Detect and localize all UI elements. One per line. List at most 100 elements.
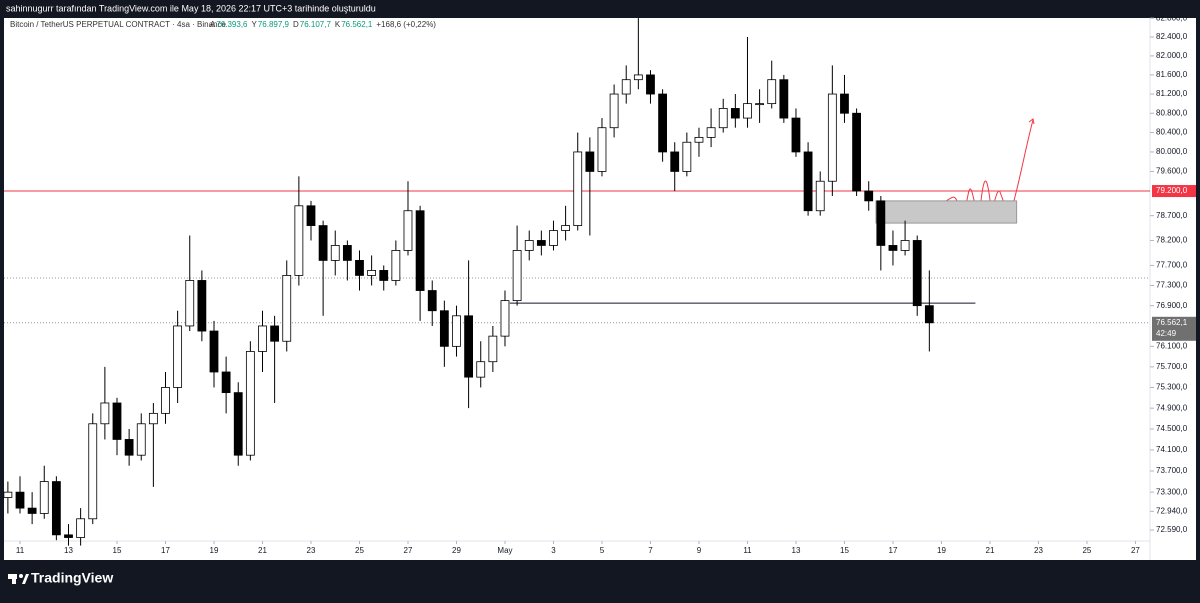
x-tick-label: 21 (258, 546, 267, 555)
y-tick-label: 81.600,0 (1156, 70, 1188, 79)
ohlc-value: 76.562,1 (341, 20, 373, 29)
x-tick-label: 7 (648, 546, 653, 555)
y-tick-label: 75.300,0 (1156, 383, 1188, 392)
candle-body (148, 412, 158, 425)
candle-body (755, 103, 764, 106)
candle-body (524, 240, 534, 251)
candle-body (852, 112, 861, 192)
candle-body (888, 245, 898, 251)
candle-body (51, 481, 61, 536)
x-tick-label: 25 (1082, 546, 1091, 555)
candle-body (209, 330, 219, 373)
candle-body (476, 361, 486, 378)
candle-body (306, 205, 316, 226)
x-tick-label: 19 (210, 546, 219, 555)
x-tick-label: 23 (1034, 546, 1043, 555)
y-tick-label: 77.700,0 (1156, 261, 1188, 270)
x-tick-label: 19 (937, 546, 946, 555)
candle-body (718, 108, 728, 129)
x-tick-label: 17 (161, 546, 170, 555)
candle-body (136, 423, 146, 456)
candle-body (864, 190, 874, 202)
candle-body (367, 270, 377, 276)
x-tick-label: 27 (404, 546, 413, 555)
candle-body (427, 290, 437, 312)
candle-body (912, 240, 922, 307)
candle-body (585, 151, 595, 172)
candle-body (827, 93, 837, 182)
header: sahinnugurr tarafından TradingView.com i… (6, 3, 376, 13)
resistance-tag (1152, 185, 1196, 198)
x-tick-label: 29 (452, 546, 461, 555)
y-tick-label: 79.600,0 (1156, 167, 1188, 176)
x-tick-label: 11 (16, 546, 25, 555)
logo (8, 574, 29, 584)
candle-body (197, 280, 207, 332)
candle-body (185, 280, 195, 327)
candle-body (318, 225, 328, 261)
candle-body (173, 325, 183, 388)
candle-body (536, 240, 546, 246)
candle-body (682, 141, 692, 172)
candle-body (3, 491, 13, 498)
ohlc-value: +168,6 (+0,22%) (376, 20, 436, 29)
x-tick-label: 21 (986, 546, 995, 555)
candle-body (512, 250, 522, 302)
last-price-tag (1152, 316, 1196, 341)
zone (875, 200, 1018, 224)
candle-body (924, 305, 934, 324)
candle-body (64, 534, 73, 538)
candle-body (464, 315, 474, 378)
ohlc-value: Y (251, 20, 257, 29)
y-tick-label: 76.100,0 (1156, 341, 1188, 350)
candle-body (573, 151, 583, 226)
candle-body (403, 210, 413, 251)
candle-body (76, 518, 86, 538)
ohlc-value: 76.897,9 (258, 20, 290, 29)
y-tick-label: 74.500,0 (1156, 424, 1188, 433)
candle-body (379, 270, 389, 281)
candle-body (233, 392, 243, 456)
candle-body (876, 200, 886, 246)
candle-body (597, 127, 607, 172)
candle-body (706, 127, 716, 138)
candle-body (633, 74, 643, 81)
ohlc-legend: A 76.393,6 Y 76.897,9 D 76.107,7 K 76.562,1 +168… (210, 20, 436, 29)
candle-body (488, 335, 498, 363)
candle-body (743, 103, 752, 119)
x-tick-label: 9 (697, 546, 702, 555)
candle-body (815, 180, 825, 212)
y-tick-label: 80.800,0 (1156, 108, 1188, 117)
candle-body (415, 210, 425, 291)
y-tick-label: 72.940,0 (1156, 506, 1188, 515)
x-tick-label: 13 (792, 546, 801, 555)
x-tick-label: May (497, 546, 512, 555)
footer-brand: TradingView (31, 570, 113, 586)
y-tick-label: 80.000,0 (1156, 147, 1188, 156)
candle-body (803, 151, 813, 212)
x-tick-label: 15 (113, 546, 122, 555)
ohlc-value: D (293, 20, 299, 29)
chart-area (4, 18, 1196, 560)
candle-body (39, 481, 49, 514)
candle-body (452, 315, 461, 347)
x-tick-label: 11 (743, 546, 752, 555)
candle-body (840, 93, 849, 114)
ohlc-value: 76.107,7 (300, 20, 332, 29)
candle-body (609, 93, 619, 129)
y-tick-label: 80.400,0 (1156, 128, 1188, 137)
candle-body (694, 136, 704, 143)
candle-body (124, 439, 134, 456)
y-tick-label: 77.300,0 (1156, 281, 1188, 290)
candle-body (161, 387, 170, 414)
candle-body (500, 300, 510, 337)
x-tick-label: 15 (840, 546, 849, 555)
ohlc-value: K (335, 20, 341, 29)
y-tick-label: 78.700,0 (1156, 211, 1188, 220)
ohlc-value: 76.393,6 (216, 20, 248, 29)
candle-body (621, 79, 631, 95)
candle-body (330, 245, 340, 261)
y-tick-label: 74.100,0 (1156, 445, 1188, 454)
candle-body (391, 250, 401, 281)
candle-body (270, 325, 280, 342)
